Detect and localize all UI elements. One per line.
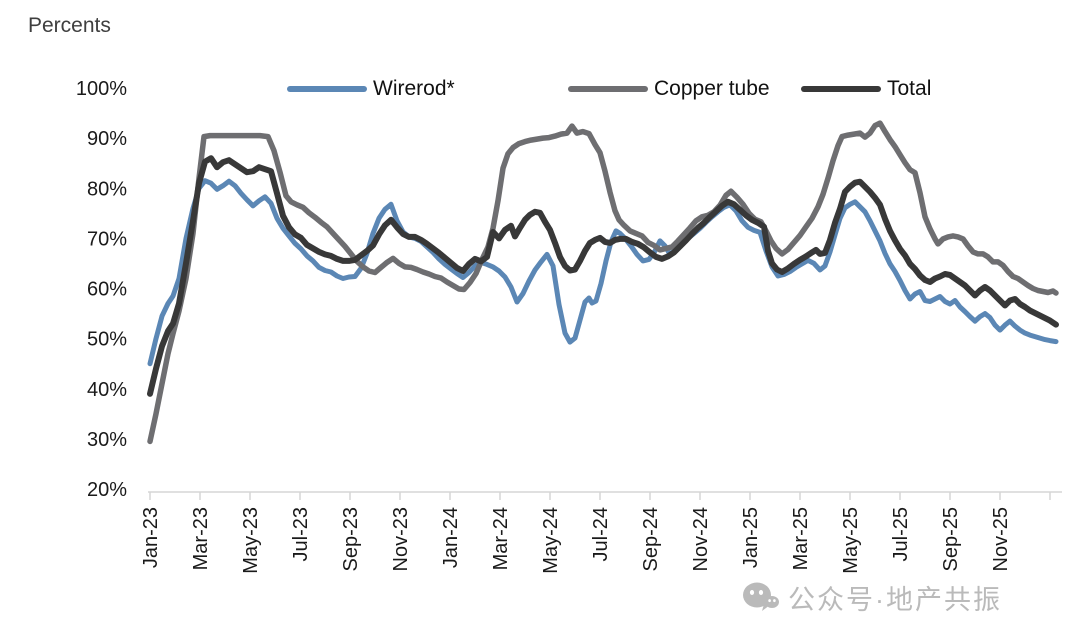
x-axis-tick-label: Nov-25	[990, 507, 1012, 571]
x-axis-tick-label: Mar-23	[190, 507, 212, 570]
y-axis-tick-label: 80%	[87, 178, 127, 200]
y-axis-tick-label: 100%	[76, 78, 127, 100]
x-axis-tick-label: Sep-25	[940, 507, 962, 572]
y-axis-tick-label: 70%	[87, 228, 127, 250]
series-line-copper-tube	[147, 120, 1059, 445]
x-axis-tick-label: Jul-24	[590, 507, 612, 561]
y-axis-tick-label: 60%	[87, 279, 127, 301]
x-axis-tick-label: Jan-23	[140, 507, 162, 568]
chart-title: Percents	[28, 14, 111, 37]
x-axis-tick-label: Jan-24	[440, 507, 462, 568]
x-axis-tick-label: Jan-25	[740, 507, 762, 568]
x-axis-tick-label: Sep-23	[340, 507, 362, 572]
x-axis-tick-label: Nov-23	[390, 507, 412, 571]
y-axis-tick-label: 20%	[87, 479, 127, 501]
y-axis-tick-label: 90%	[87, 128, 127, 150]
series-line-wirerod	[147, 178, 1059, 367]
series-line-total	[147, 155, 1059, 397]
y-axis-tick-label: 30%	[87, 429, 127, 451]
x-axis-tick-label: May-23	[240, 507, 262, 574]
x-axis-tick-label: Jul-23	[290, 507, 312, 561]
x-axis-tick-label: Mar-25	[790, 507, 812, 570]
y-axis-tick-label: 50%	[87, 329, 127, 351]
x-axis-tick-label: May-25	[840, 507, 862, 574]
y-axis-tick-label: 40%	[87, 379, 127, 401]
x-axis-tick-label: Jul-25	[890, 507, 912, 561]
x-axis-tick-label: Nov-24	[690, 507, 712, 571]
x-axis-tick-label: May-24	[540, 507, 562, 574]
x-axis-tick-label: Mar-24	[490, 507, 512, 570]
x-axis-tick-label: Sep-24	[640, 507, 662, 572]
